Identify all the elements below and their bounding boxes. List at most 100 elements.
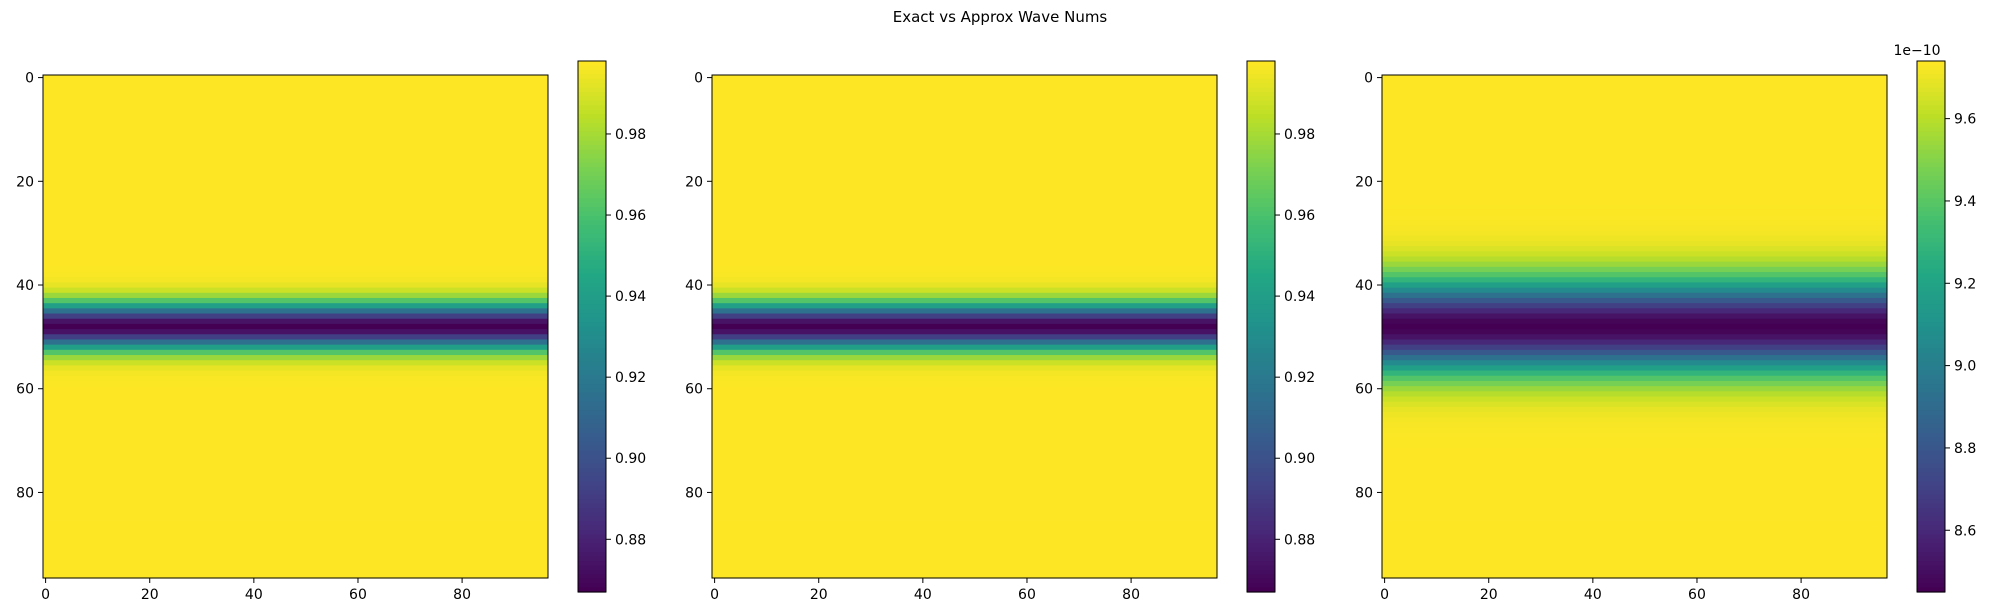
colorbar-segment bbox=[1247, 326, 1275, 332]
colorbar-segment bbox=[1917, 437, 1945, 443]
colorbar-tick-label: 9.2 bbox=[1954, 276, 1976, 292]
heatmap-row bbox=[712, 323, 1217, 330]
colorbar-segment bbox=[1247, 69, 1275, 75]
colorbar-segment bbox=[1247, 415, 1275, 421]
heatmap-row bbox=[43, 230, 548, 237]
colorbar-segment bbox=[578, 291, 606, 297]
colorbar-tick-label: 0.96 bbox=[1284, 208, 1315, 224]
colorbar-segment bbox=[1247, 370, 1275, 376]
heatmap-row bbox=[712, 448, 1217, 455]
figure-title: Exact vs Approx Wave Nums bbox=[892, 8, 1108, 26]
colorbar-segment bbox=[1917, 578, 1945, 584]
heatmap-row bbox=[43, 406, 548, 413]
colorbar-segment bbox=[1247, 242, 1275, 248]
heatmap-row bbox=[1382, 95, 1887, 102]
heatmap-row bbox=[712, 531, 1217, 538]
colorbar-segment bbox=[578, 304, 606, 310]
x-tick-label: 80 bbox=[1792, 587, 1810, 600]
colorbar-segment bbox=[578, 516, 606, 522]
colorbar-tick-label: 0.98 bbox=[1284, 127, 1315, 143]
heatmap-row bbox=[43, 90, 548, 97]
heatmap-row bbox=[712, 178, 1217, 185]
heatmap-row bbox=[1382, 152, 1887, 159]
colorbar-frame bbox=[1916, 60, 1946, 593]
heatmap-row bbox=[43, 199, 548, 206]
colorbar-segment bbox=[578, 238, 606, 244]
colorbar-segment bbox=[1247, 454, 1275, 460]
colorbar-segment bbox=[1917, 229, 1945, 235]
heatmap-row bbox=[43, 137, 548, 144]
heatmap-row bbox=[712, 520, 1217, 527]
y-tick-label: 0 bbox=[694, 71, 703, 87]
heatmap-row bbox=[43, 220, 548, 226]
colorbar-segment bbox=[1917, 432, 1945, 438]
colorbar-segment bbox=[1917, 122, 1945, 128]
colorbar-segment bbox=[578, 233, 606, 239]
colorbar-segment bbox=[1917, 291, 1945, 297]
colorbar-segment bbox=[578, 83, 606, 89]
heatmap-row bbox=[712, 100, 1217, 107]
heatmap-row bbox=[43, 391, 548, 398]
y-tick-label: 60 bbox=[16, 382, 34, 398]
colorbar-segment bbox=[1917, 286, 1945, 292]
colorbar-segment bbox=[1247, 423, 1275, 429]
heatmap-row bbox=[43, 116, 548, 123]
heatmap-row bbox=[1382, 80, 1887, 86]
heatmap-row bbox=[712, 572, 1217, 579]
colorbar-segment bbox=[578, 587, 606, 593]
heatmap-row bbox=[43, 474, 548, 481]
heatmap-row bbox=[712, 562, 1217, 569]
colorbar-segment bbox=[578, 78, 606, 84]
heatmap-row bbox=[1382, 308, 1887, 315]
colorbar-segment bbox=[1247, 450, 1275, 456]
colorbar-segment bbox=[578, 490, 606, 496]
heatmap-row bbox=[43, 80, 548, 86]
colorbar-segment bbox=[1917, 220, 1945, 226]
colorbar-segment bbox=[1917, 224, 1945, 230]
heatmap-row bbox=[712, 266, 1217, 273]
colorbar-segment bbox=[1917, 516, 1945, 522]
x-tick-label: 40 bbox=[914, 587, 932, 600]
colorbar-segment bbox=[1917, 91, 1945, 97]
heatmap-row bbox=[43, 520, 548, 527]
colorbar-segment bbox=[1247, 516, 1275, 522]
colorbar-segment bbox=[1247, 384, 1275, 390]
axes-frame bbox=[1381, 74, 1888, 579]
colorbar-segment bbox=[1917, 384, 1945, 390]
colorbar-segment bbox=[1247, 131, 1275, 137]
heatmap-row bbox=[43, 355, 548, 361]
heatmap-row bbox=[712, 261, 1217, 268]
heatmap-row bbox=[712, 526, 1217, 532]
heatmap-row bbox=[712, 75, 1217, 81]
colorbar-segment bbox=[1247, 543, 1275, 549]
heatmap-row bbox=[1382, 386, 1887, 392]
heatmap-row bbox=[712, 412, 1217, 418]
colorbar-segment bbox=[1247, 565, 1275, 571]
colorbar-segment bbox=[578, 229, 606, 235]
colorbar-segment bbox=[578, 450, 606, 456]
colorbar-segment bbox=[1247, 437, 1275, 443]
colorbar-segment bbox=[1247, 534, 1275, 540]
colorbar-segment bbox=[1247, 490, 1275, 496]
heatmap-row bbox=[712, 85, 1217, 92]
heatmap-row bbox=[712, 567, 1217, 574]
colorbar-segment bbox=[1917, 74, 1945, 80]
y-tick-label: 20 bbox=[1355, 174, 1373, 190]
colorbar-tick-label: 0.90 bbox=[615, 451, 646, 467]
heatmap-row bbox=[1382, 484, 1887, 491]
colorbar-segment bbox=[1917, 361, 1945, 367]
heatmap-row bbox=[1382, 147, 1887, 154]
colorbar-segment bbox=[1247, 118, 1275, 124]
heatmap-row bbox=[1382, 541, 1887, 548]
colorbar-segment bbox=[1247, 268, 1275, 274]
heatmap-row bbox=[43, 292, 548, 299]
heatmap-row bbox=[1382, 380, 1887, 387]
heatmap-row bbox=[1382, 100, 1887, 107]
colorbar-segment bbox=[578, 463, 606, 469]
colorbar-tick-label: 9.4 bbox=[1954, 194, 1976, 210]
colorbar-segment bbox=[578, 561, 606, 567]
heatmap-row bbox=[1382, 526, 1887, 532]
heatmap-row bbox=[43, 365, 548, 372]
colorbar-segment bbox=[1247, 472, 1275, 478]
heatmap-row bbox=[1382, 360, 1887, 366]
